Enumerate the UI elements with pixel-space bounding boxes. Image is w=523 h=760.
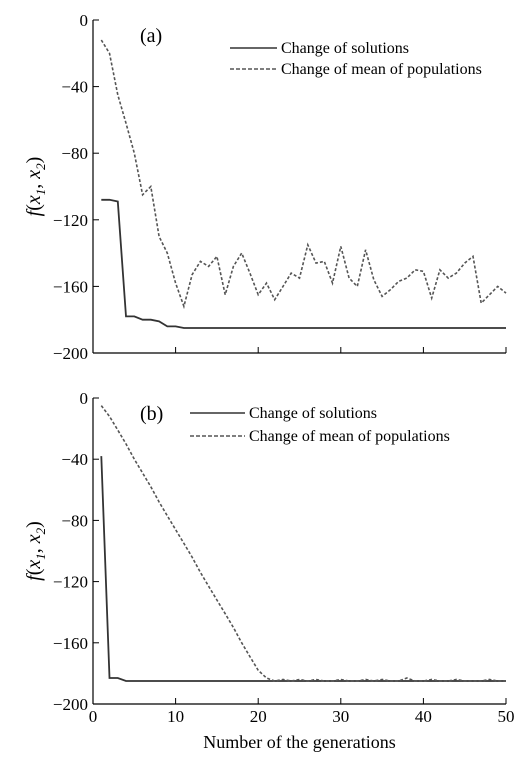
- y-axis-title: f(x1, x2): [23, 157, 48, 217]
- legend-label: Change of mean of populations: [249, 428, 450, 445]
- y-axis-title-part: (: [23, 204, 45, 211]
- y-tick-label: −160: [53, 277, 88, 296]
- y-axis-title: f(x1, x2): [23, 521, 48, 581]
- x-axis-title: Number of the generations: [203, 732, 395, 752]
- x-tick-label: 0: [89, 707, 98, 726]
- y-tick-label: −40: [61, 78, 88, 97]
- y-axis-title-part: ,: [23, 543, 45, 553]
- x-tick-label: 10: [167, 707, 184, 726]
- y-tick-label: −120: [53, 573, 88, 592]
- series-line-mean-of-populations: [100, 405, 506, 682]
- y-axis-title-part: ,: [23, 179, 45, 189]
- series-line-mean-of-populations: [100, 39, 507, 310]
- y-axis-title-part: x: [23, 534, 45, 544]
- x-tick-label: 50: [498, 707, 515, 726]
- y-axis-title-part: x: [23, 170, 45, 180]
- y-axis-title-part: 2: [33, 163, 48, 170]
- y-tick-label: 0: [80, 389, 89, 408]
- y-tick-label: −80: [61, 144, 88, 163]
- legend-label: Change of solutions: [281, 40, 409, 57]
- y-tick-label: 0: [80, 11, 89, 30]
- y-axis-title-part: ): [23, 521, 45, 528]
- legend-label: Change of solutions: [249, 405, 377, 422]
- panel-label: (b): [140, 403, 163, 425]
- series-line-solutions: [101, 198, 506, 329]
- y-tick-label: −200: [53, 695, 88, 714]
- x-tick-label: 40: [415, 707, 432, 726]
- y-tick-label: −80: [61, 511, 88, 530]
- panel-label: (a): [140, 25, 162, 47]
- y-axis-title-part: ): [23, 157, 45, 164]
- y-tick-label: −120: [53, 211, 88, 230]
- y-axis-title-part: x: [23, 195, 45, 205]
- y-axis-title-part: x: [23, 560, 45, 570]
- y-tick-label: −160: [53, 634, 88, 653]
- panel-a: 0−40−80−120−160−200(a)f(x1, x2)Change of…: [23, 11, 507, 363]
- legend-label: Change of mean of populations: [281, 61, 482, 78]
- x-tick-label: 20: [250, 707, 267, 726]
- y-tick-label: −200: [53, 344, 88, 363]
- series-line-solutions: [100, 456, 506, 682]
- y-axis-title-part: 2: [33, 527, 48, 534]
- y-axis-title-part: 1: [33, 553, 48, 560]
- y-tick-label: −40: [61, 450, 88, 469]
- y-axis-title-part: f: [23, 573, 45, 581]
- y-axis-title-part: 1: [33, 189, 48, 196]
- y-axis-title-part: (: [23, 568, 45, 575]
- x-tick-label: 30: [332, 707, 349, 726]
- y-axis-title-part: f: [23, 208, 45, 216]
